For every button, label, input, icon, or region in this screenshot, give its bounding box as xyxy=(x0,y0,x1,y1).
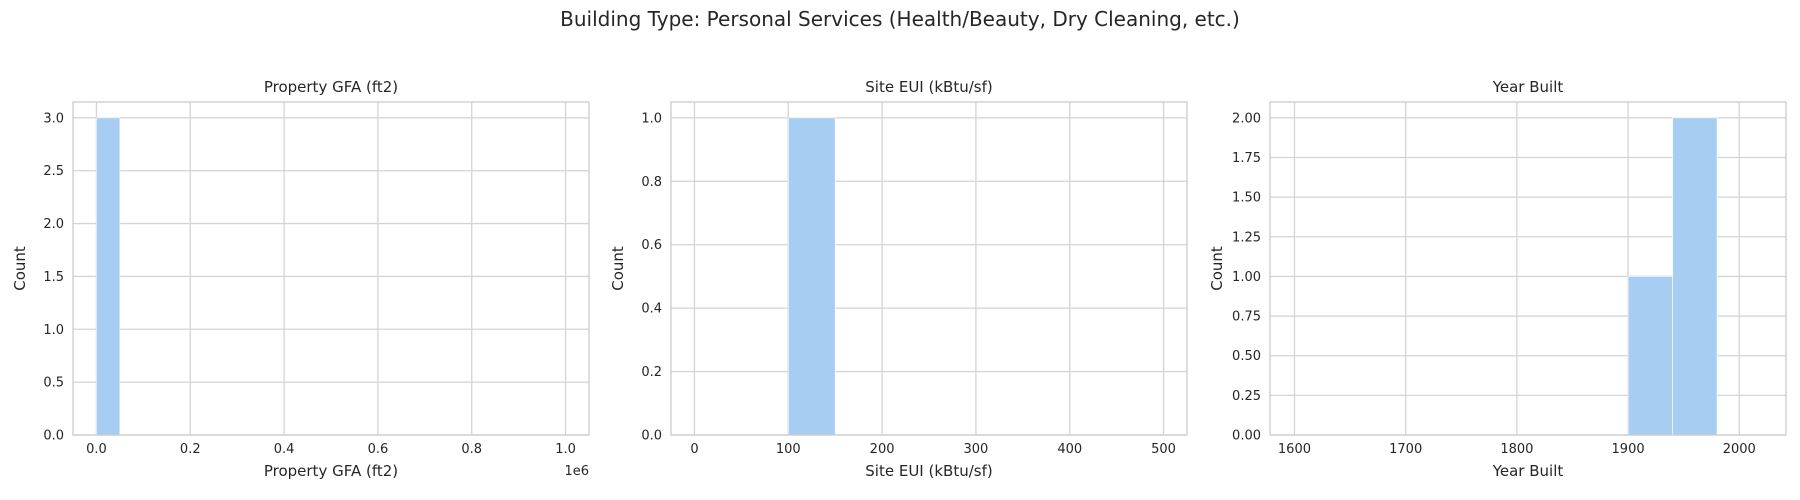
y-tick-label: 1.50 xyxy=(1232,191,1261,206)
subplot-title: Year Built xyxy=(1492,78,1564,96)
x-tick-label: 0.4 xyxy=(274,442,295,457)
y-tick-label: 0.50 xyxy=(1232,349,1261,364)
x-axis-label: Property GFA (ft2) xyxy=(264,462,398,480)
x-offset-label: 1e6 xyxy=(564,464,589,479)
x-tick-label: 100 xyxy=(776,442,801,457)
y-tick-label: 1.75 xyxy=(1232,151,1261,166)
x-tick-label: 2000 xyxy=(1723,442,1756,457)
y-tick-label: 2.0 xyxy=(43,217,64,232)
histogram-bar xyxy=(96,117,121,436)
x-tick-label: 1700 xyxy=(1389,442,1422,457)
panel-2: 0 100 200 300 400 500 0.0 0.2 0.4 0.6 0.8 1.0 Site E… xyxy=(609,78,1188,480)
y-tick-label: 0.5 xyxy=(43,376,64,391)
x-tick-label: 500 xyxy=(1151,442,1176,457)
y-tick-label: 0.75 xyxy=(1232,310,1261,325)
x-tick-label: 1.0 xyxy=(555,442,576,457)
x-tick-label: 1900 xyxy=(1612,442,1645,457)
x-axis-label: Year Built xyxy=(1492,462,1564,480)
x-tick-label: 0.0 xyxy=(86,442,107,457)
x-tick-label: 0 xyxy=(690,442,698,457)
y-tick-label: 1.0 xyxy=(43,323,64,338)
y-tick-label: 2.5 xyxy=(43,164,64,179)
histogram-bar xyxy=(787,117,836,436)
x-tick-label: 0.2 xyxy=(180,442,201,457)
axes-frame xyxy=(72,101,590,436)
y-tick-label: 0.2 xyxy=(641,365,662,380)
axes-frame xyxy=(1269,101,1787,436)
y-axis-label: Count xyxy=(609,246,627,291)
x-tick-label: 0.6 xyxy=(368,442,389,457)
y-tick-label: 3.0 xyxy=(43,111,64,126)
panel-1: 0.0 0.2 0.4 0.6 0.8 1.0 0.0 0.5 1.0 1.5 2.0 2.5 3.0 1… xyxy=(11,78,590,480)
y-tick-label: 1.25 xyxy=(1232,230,1261,245)
x-tick-label: 1600 xyxy=(1278,442,1311,457)
subplot-title: Site EUI (kBtu/sf) xyxy=(865,78,992,96)
x-tick-label: 0.8 xyxy=(461,442,482,457)
x-tick-label: 200 xyxy=(870,442,895,457)
y-tick-label: 0.25 xyxy=(1232,389,1261,404)
y-tick-label: 0.00 xyxy=(1232,429,1261,444)
histogram-bar xyxy=(1627,276,1673,436)
axes-frame xyxy=(670,101,1188,436)
y-axis-label: Count xyxy=(11,246,29,291)
x-tick-label: 1800 xyxy=(1500,442,1533,457)
x-tick-label: 300 xyxy=(963,442,988,457)
y-tick-label: 0.0 xyxy=(43,429,64,444)
y-tick-label: 0.8 xyxy=(641,175,662,190)
y-tick-label: 1.0 xyxy=(641,111,662,126)
histogram-bar xyxy=(1672,117,1718,436)
y-tick-label: 0.0 xyxy=(641,429,662,444)
y-tick-label: 0.6 xyxy=(641,238,662,253)
y-tick-label: 0.4 xyxy=(641,302,662,317)
y-axis-label: Count xyxy=(1208,246,1226,291)
x-tick-label: 400 xyxy=(1057,442,1082,457)
subplot-title: Property GFA (ft2) xyxy=(264,78,398,96)
y-tick-label: 1.00 xyxy=(1232,270,1261,285)
panel-3: 1600 1700 1800 1900 2000 0.00 0.25 0.50 0.75 1.00… xyxy=(1208,78,1787,480)
figure-title: Building Type: Personal Services (Health… xyxy=(560,7,1240,31)
x-axis-label: Site EUI (kBtu/sf) xyxy=(865,462,992,480)
y-tick-label: 1.5 xyxy=(43,270,64,285)
y-tick-label: 2.00 xyxy=(1232,111,1261,126)
